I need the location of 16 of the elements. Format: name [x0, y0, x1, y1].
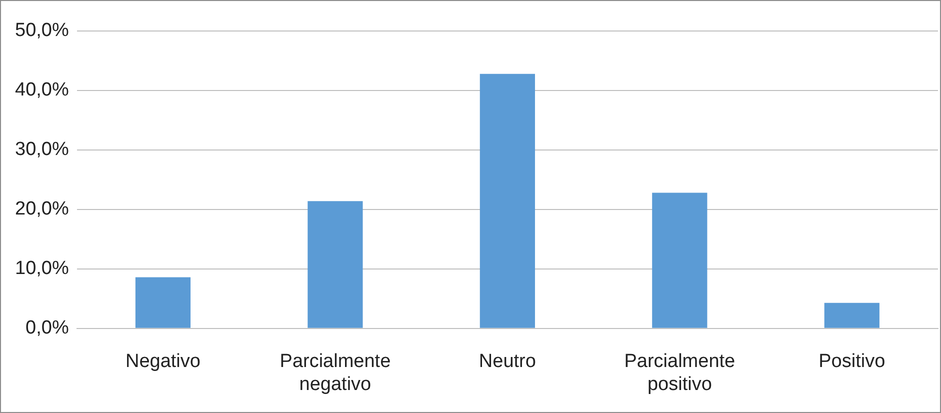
- y-tick-label: 30,0%: [15, 139, 69, 160]
- bar: [308, 201, 363, 328]
- bar: [652, 192, 708, 328]
- y-tick-label: 10,0%: [15, 258, 69, 280]
- bar: [135, 277, 191, 328]
- x-tick-label: Negativo: [125, 351, 200, 372]
- x-tick-label: Parcialmente negativo: [280, 351, 391, 395]
- bar: [480, 74, 535, 328]
- y-tick-label: 40,0%: [15, 80, 69, 101]
- y-tick-label: 50,0%: [15, 20, 69, 42]
- bar: [824, 302, 880, 328]
- x-tick-label: Positivo: [818, 351, 886, 372]
- x-tick-label: Neutro: [478, 351, 536, 372]
- y-tick-label: 0,0%: [26, 318, 69, 339]
- x-tick-label: Parcialmente positivo: [624, 351, 736, 395]
- y-tick-label: 20,0%: [15, 198, 69, 220]
